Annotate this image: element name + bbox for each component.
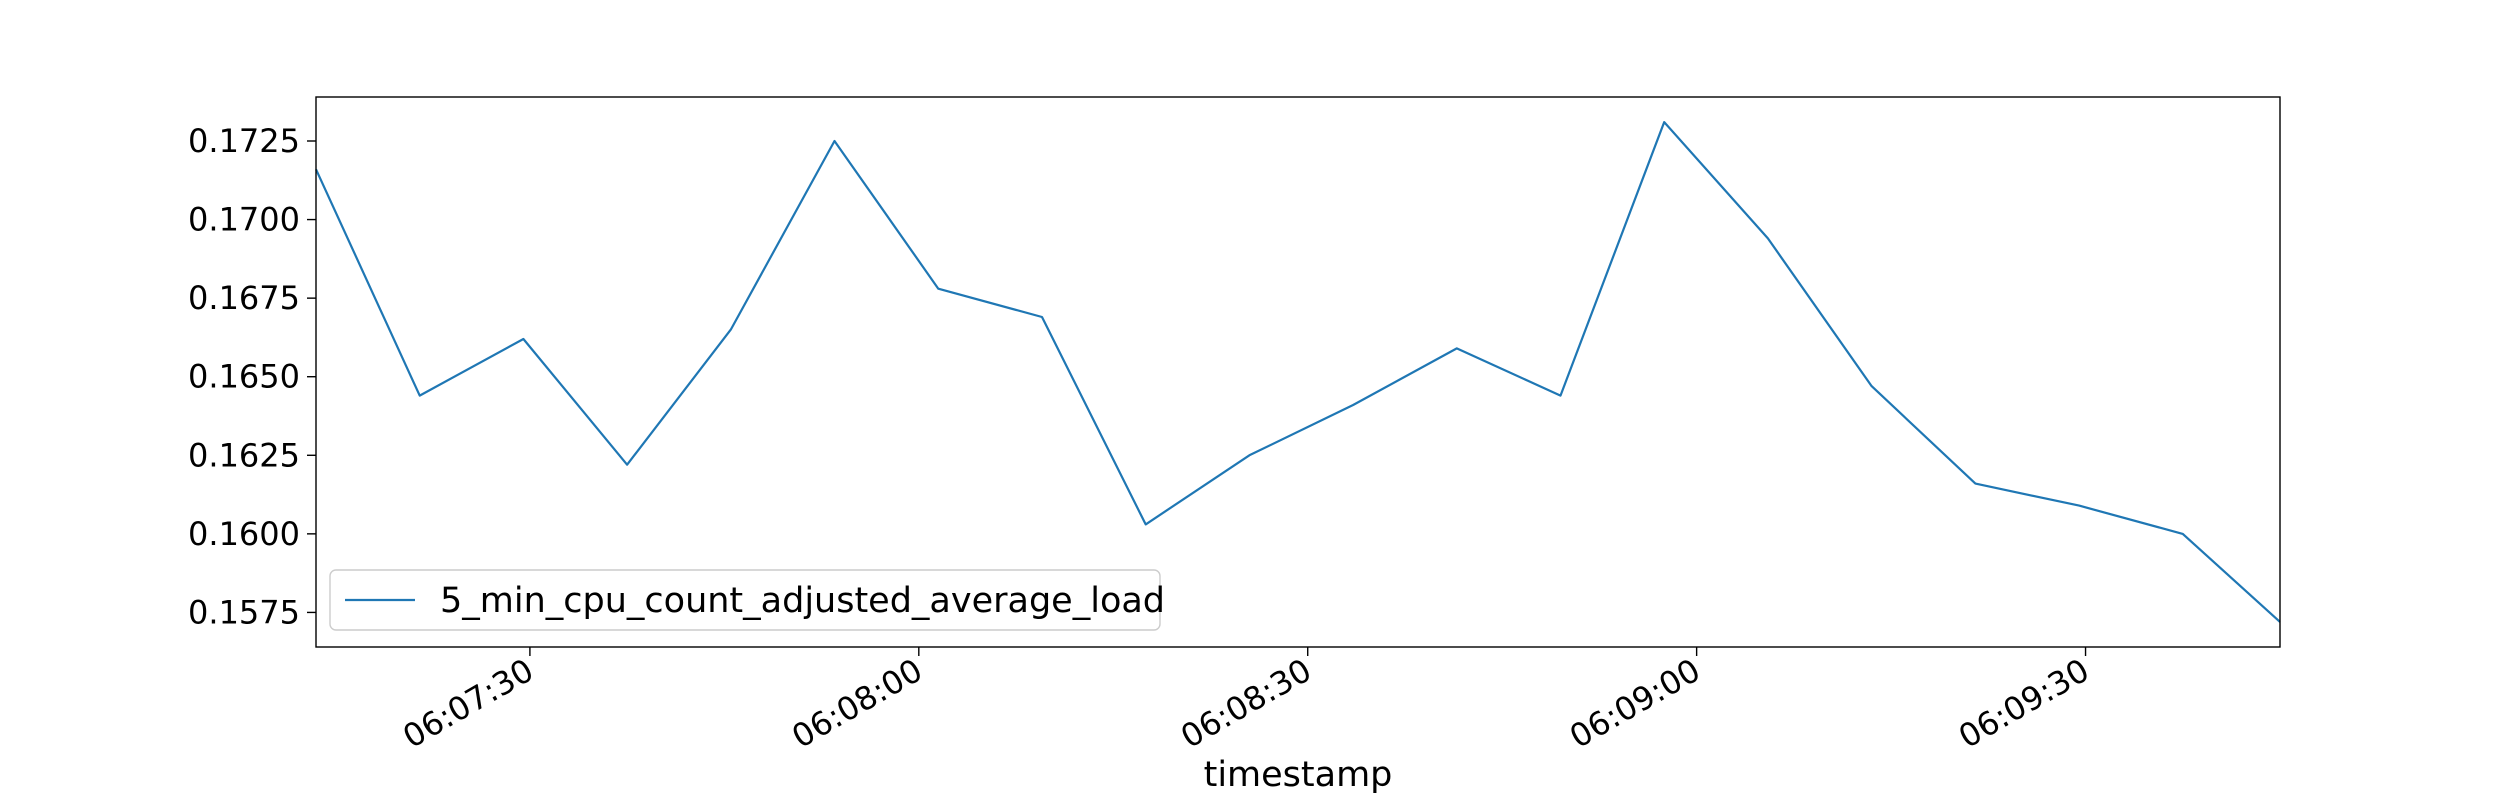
y-tick-label: 0.1600 [188, 515, 300, 553]
x-axis-label: timestamp [1204, 755, 1393, 795]
y-tick-label: 0.1650 [188, 358, 300, 396]
legend: 5_min_cpu_count_adjusted_average_load [329, 569, 1165, 631]
y-tick-label: 0.1675 [188, 279, 300, 317]
legend-label: 5_min_cpu_count_adjusted_average_load [440, 581, 1165, 621]
legend-box [329, 569, 1161, 631]
series-line [314, 121, 2281, 623]
plot-frame [315, 96, 2281, 648]
y-tick-label: 0.1625 [188, 436, 300, 474]
y-tick-label: 0.1700 [188, 201, 300, 239]
y-axis-ticks: 0.1575 0.1600 0.1625 0.1650 0.1675 0.1700 0.17… [188, 122, 316, 631]
y-tick-label: 0.1725 [188, 122, 300, 160]
y-tick-label: 0.1575 [188, 593, 300, 631]
